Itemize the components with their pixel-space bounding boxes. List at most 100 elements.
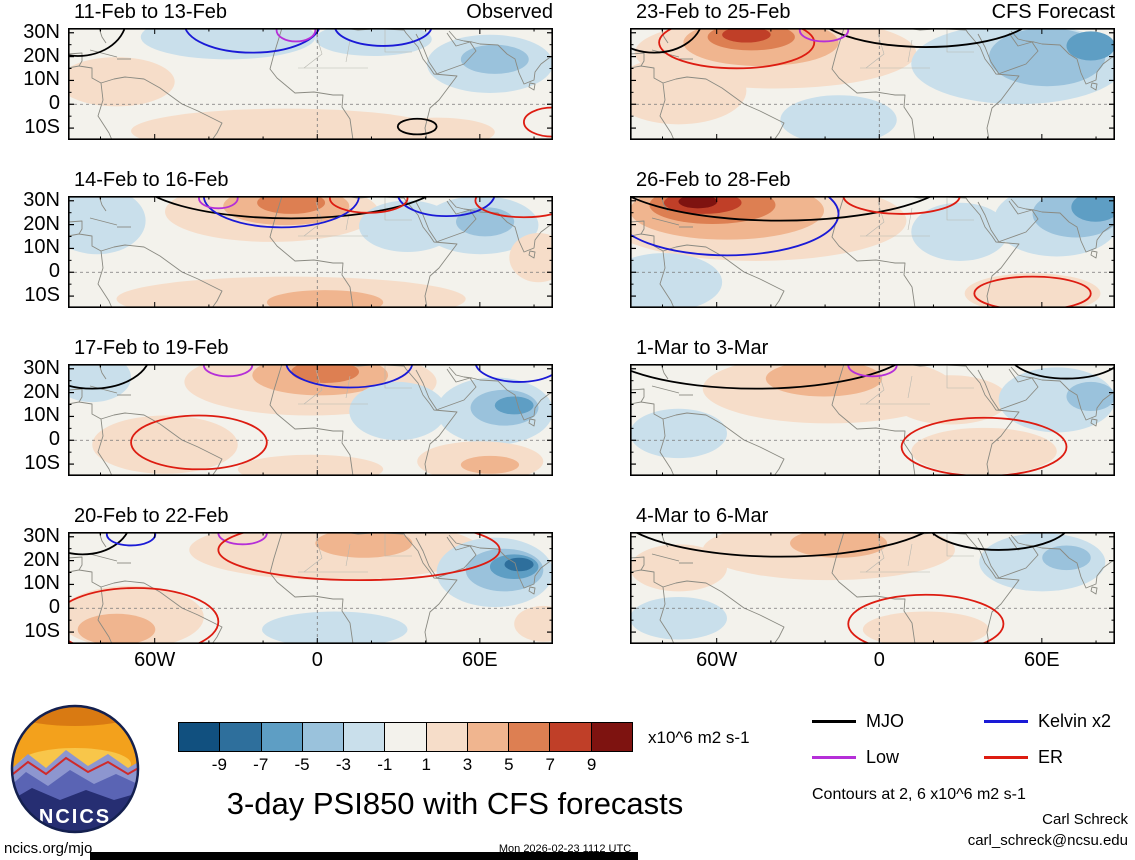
panel-title: 14-Feb to 16-Feb — [74, 169, 229, 191]
anomaly-shading — [1066, 31, 1115, 61]
low-wave-contour — [198, 196, 239, 210]
column-heading: Observed — [466, 1, 553, 23]
lat-tick-label: 10N — [23, 404, 60, 427]
er-wave-contour — [217, 532, 501, 582]
lat-tick-label: 20N — [23, 44, 60, 67]
colorbar-level-label: 1 — [421, 755, 431, 774]
colorbar-cell — [179, 723, 220, 751]
er-wave-contour — [847, 593, 1005, 644]
lon-tick-label: 0 — [873, 649, 885, 671]
coastline — [831, 532, 916, 644]
logo-text: NCICS — [39, 806, 111, 828]
coastline — [651, 217, 680, 226]
country-border — [946, 532, 974, 557]
mjo-wave-contour — [68, 28, 126, 57]
country-border — [345, 39, 351, 63]
lon-tick-label: 0 — [311, 649, 323, 671]
coastline — [98, 532, 107, 548]
coastline — [98, 364, 107, 380]
map-panel — [68, 196, 553, 308]
anomaly-shading — [1066, 381, 1115, 412]
country-border — [345, 543, 351, 567]
kelvin-wave-contour — [202, 196, 360, 229]
anomaly-shading — [630, 544, 727, 592]
coastline — [659, 586, 675, 644]
coastline — [448, 198, 553, 253]
anomaly-shading — [257, 196, 326, 214]
lat-tick-label: 20N — [23, 548, 60, 571]
coastline — [68, 569, 102, 588]
coastline — [977, 368, 1039, 411]
coastline — [662, 244, 785, 308]
coastline — [98, 196, 107, 212]
logo-red-contour — [12, 756, 138, 779]
lat-tick-label: 10N — [23, 236, 60, 259]
coastline — [269, 28, 354, 140]
country-border — [384, 532, 412, 557]
low-wave-contour — [275, 28, 317, 43]
anomaly-shading — [237, 454, 384, 476]
anomaly-shading — [291, 364, 359, 384]
anomaly-shading — [630, 57, 747, 125]
er-wave-contour — [658, 28, 816, 70]
colorbar-cell — [508, 723, 550, 751]
coastline — [630, 401, 664, 420]
coastline — [448, 366, 553, 421]
coastline — [68, 65, 102, 84]
mjo-legend-line-icon — [812, 720, 856, 723]
country-border — [946, 196, 974, 221]
lon-tick-label: 60E — [1024, 649, 1060, 671]
coastline — [528, 418, 536, 427]
panel-border — [630, 364, 1115, 476]
colorbar-cell — [384, 723, 426, 751]
anomaly-shading — [349, 381, 447, 441]
mjo-wave-contour — [68, 532, 129, 556]
lat-tick-label: 10N — [23, 572, 60, 595]
figure-title: 3-day PSI850 with CFS forecasts — [226, 786, 684, 821]
anomaly-shading — [504, 557, 534, 572]
coastline — [1090, 82, 1098, 91]
coastline — [651, 385, 680, 394]
colorbar-level-label: -1 — [377, 755, 393, 774]
colorbar-level-label: 9 — [586, 755, 597, 774]
lon-tick-label: 60E — [462, 649, 498, 671]
kelvin-legend-line-icon — [984, 720, 1028, 723]
lon-tick-label: 60W — [134, 649, 176, 671]
coastline — [68, 388, 83, 403]
coastline — [977, 32, 1039, 75]
mjo-wave-contour — [1012, 364, 1115, 380]
colorbar-cell — [343, 723, 385, 751]
coastline — [659, 250, 675, 308]
credit-email: carl_schreck@ncsu.edu — [967, 832, 1128, 849]
er-legend-line-icon — [984, 756, 1028, 759]
coastline — [659, 82, 675, 140]
panel-border — [68, 364, 553, 476]
colorbar-level-label: 3 — [462, 755, 473, 774]
mjo-wave-contour — [930, 532, 1068, 551]
lat-tick-label: 10S — [24, 452, 60, 475]
colorbar-level-label: -7 — [253, 755, 269, 774]
legend-label: ER — [1038, 747, 1064, 767]
anomaly-shading — [862, 611, 989, 644]
coastline — [100, 76, 223, 140]
coastline — [630, 233, 664, 252]
mjo-wave-contour — [826, 28, 1026, 48]
panel-title: 26-Feb to 28-Feb — [636, 169, 791, 191]
colorbar-cell — [590, 723, 632, 751]
column-heading: CFS Forecast — [991, 1, 1115, 23]
anomaly-shading — [678, 196, 718, 209]
coastline — [1090, 250, 1098, 259]
coastline — [662, 76, 785, 140]
anomaly-shading — [460, 455, 520, 474]
mjo-wave-contour — [630, 196, 934, 222]
anomaly-shading — [266, 290, 384, 308]
lat-tick-label: 0 — [48, 260, 60, 283]
coastline — [97, 250, 113, 308]
logo-ring — [10, 704, 140, 834]
coastline — [1090, 586, 1098, 595]
lat-tick-label: 30N — [23, 356, 60, 379]
coastline — [100, 244, 223, 308]
anomaly-shading — [911, 202, 1009, 261]
coastline — [630, 52, 645, 67]
mjo-wave-contour — [152, 196, 430, 220]
